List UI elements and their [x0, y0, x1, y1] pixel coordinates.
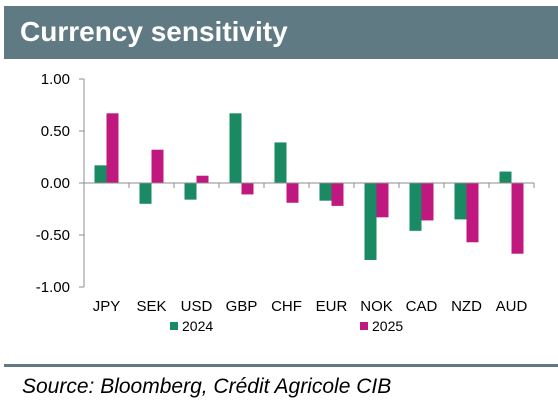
legend-swatch-2024	[170, 322, 178, 330]
bar-2024-eur	[319, 183, 332, 201]
bar-2024-nok	[364, 183, 377, 260]
bar-2024-usd	[184, 183, 197, 200]
bar-2024-aud	[499, 171, 512, 183]
category-label: AUD	[496, 298, 528, 315]
bar-2025-eur	[331, 183, 344, 206]
bar-2025-chf	[286, 183, 299, 203]
category-label: SEK	[136, 298, 166, 315]
bar-2025-usd	[196, 175, 209, 183]
category-label: NOK	[360, 298, 393, 315]
category-label: CAD	[406, 298, 438, 315]
category-label: CHF	[271, 298, 302, 315]
bar-2025-nok	[376, 183, 389, 218]
category-label: NZD	[451, 298, 482, 315]
bar-2025-gbp	[241, 183, 254, 195]
y-tick-label: 0.50	[41, 123, 70, 140]
source-note: Source: Bloomberg, Crédit Agricole CIB	[22, 375, 392, 398]
legend-swatch-2025	[360, 322, 368, 330]
bar-chart: 1.00 0.50 0.00 -0.50 -1.00 JPY SEK USD GBP CHF EUR…	[36, 71, 535, 334]
y-tick-label: 0.00	[41, 175, 70, 192]
chart-title: Currency sensitivity	[20, 16, 288, 47]
bar-2024-cad	[409, 183, 422, 231]
title-bar: Currency sensitivity	[4, 6, 558, 59]
bar-2025-jpy	[106, 113, 119, 183]
y-tick-label: -0.50	[36, 227, 70, 244]
bar-2024-jpy	[94, 165, 107, 183]
bar-2024-sek	[139, 183, 152, 204]
legend-label-2024: 2024	[182, 318, 213, 334]
y-tick-label: 1.00	[41, 71, 70, 88]
bar-2025-cad	[421, 183, 434, 221]
category-label: JPY	[93, 298, 121, 315]
bar-2025-aud	[511, 183, 524, 254]
bar-2025-nzd	[466, 183, 479, 243]
category-label: EUR	[316, 298, 348, 315]
bar-2024-chf	[274, 142, 287, 183]
y-tick-label: -1.00	[36, 279, 70, 296]
category-label: USD	[181, 298, 213, 315]
category-label: GBP	[226, 298, 258, 315]
legend-label-2025: 2025	[372, 318, 403, 334]
bottom-divider	[4, 364, 558, 367]
bar-2024-nzd	[454, 183, 467, 220]
bar-2025-sek	[151, 149, 164, 183]
bar-2024-gbp	[229, 113, 242, 183]
